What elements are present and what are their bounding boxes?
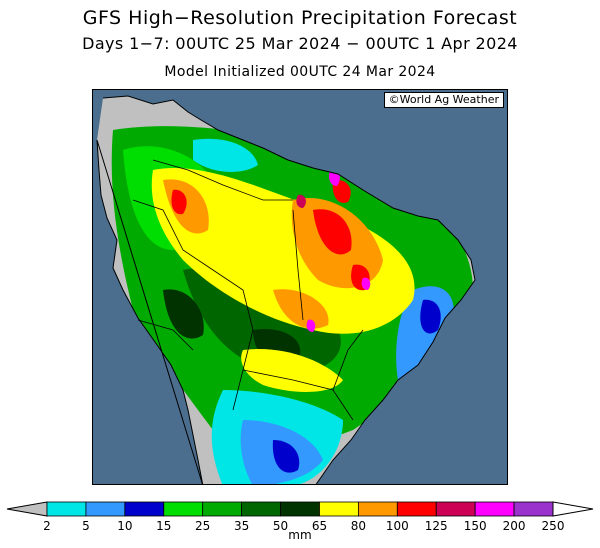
precipitation-map: ©World Ag Weather — [92, 89, 508, 485]
legend-tick-label: 100 — [386, 519, 409, 533]
legend-swatch — [85, 501, 126, 517]
legend-tick-label: 25 — [195, 519, 210, 533]
credit-label: ©World Ag Weather — [383, 92, 504, 108]
model-init-time: Model Initialized 00UTC 24 Mar 2024 — [164, 64, 436, 80]
legend-below-range — [6, 501, 48, 517]
legend-swatch — [280, 501, 320, 517]
precip-field — [111, 126, 474, 484]
legend-tick-label: 15 — [156, 519, 171, 533]
legend-swatch — [241, 501, 281, 517]
legend-swatch — [357, 501, 398, 517]
legend-swatch — [163, 501, 204, 517]
legend-tick-label: 2 — [43, 519, 51, 533]
legend-tick-label: 80 — [351, 519, 366, 533]
legend-swatch — [513, 501, 554, 517]
legend-swatch — [319, 501, 359, 517]
legend-colorbar — [6, 501, 594, 517]
legend-tick-label: 50 — [273, 519, 288, 533]
legend-tick-label: 125 — [425, 519, 448, 533]
legend-swatch — [202, 501, 243, 517]
map-canvas — [96, 95, 476, 484]
legend-swatch — [46, 501, 87, 517]
legend-tick-label: 10 — [117, 519, 132, 533]
legend-swatch — [474, 501, 515, 517]
legend-swatch — [124, 501, 165, 517]
forecast-title: GFS High−Resolution Precipitation Foreca… — [82, 7, 518, 29]
legend-tick-labels: 2 5 10 15 25 35 50 65 80 100 125 150 200 250 — [43, 519, 564, 533]
legend-tick-label: 150 — [464, 519, 487, 533]
legend-tick-label: 65 — [312, 519, 327, 533]
coastline — [96, 95, 476, 484]
legend-swatch — [435, 501, 476, 517]
legend-swatch — [396, 501, 437, 517]
forecast-period: Days 1−7: 00UTC 25 Mar 2024 − 00UTC 1 Ap… — [82, 34, 518, 53]
legend-unit: mm — [288, 528, 312, 542]
precipitation-legend: 2 5 10 15 25 35 50 65 80 100 125 150 200 250 — [6, 501, 594, 533]
country-borders — [132, 159, 364, 421]
legend-tick-label: 200 — [503, 519, 526, 533]
legend-tick-label: 35 — [234, 519, 249, 533]
legend-above-range — [552, 501, 594, 517]
legend-tick-label: 250 — [542, 519, 565, 533]
legend-tick-label: 5 — [82, 519, 90, 533]
